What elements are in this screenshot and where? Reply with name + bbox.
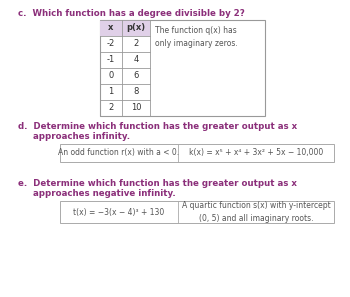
Bar xyxy=(60,144,334,162)
Text: approaches infinity.: approaches infinity. xyxy=(18,132,130,141)
Text: d.  Determine which function has the greater output as x: d. Determine which function has the grea… xyxy=(18,122,297,131)
Text: 1: 1 xyxy=(108,88,114,97)
Text: 6: 6 xyxy=(133,72,139,80)
Text: -1: -1 xyxy=(107,56,115,64)
Bar xyxy=(100,20,150,36)
Text: 8: 8 xyxy=(133,88,139,97)
Text: t(x) = −3(x − 4)³ + 130: t(x) = −3(x − 4)³ + 130 xyxy=(74,208,164,217)
Text: 2: 2 xyxy=(108,103,114,113)
Text: 2: 2 xyxy=(133,40,139,48)
Text: c.  Which function has a degree divisible by 2?: c. Which function has a degree divisible… xyxy=(18,9,245,18)
Bar xyxy=(60,201,334,223)
Text: -2: -2 xyxy=(107,40,115,48)
Text: 0: 0 xyxy=(108,72,114,80)
Text: x: x xyxy=(108,23,114,32)
Text: A quartic function s(x) with y-intercept
(0, 5) and all imaginary roots.: A quartic function s(x) with y-intercept… xyxy=(182,201,330,223)
Bar xyxy=(100,20,265,116)
Text: An odd function r(x) with a < 0.: An odd function r(x) with a < 0. xyxy=(58,148,180,157)
Text: 4: 4 xyxy=(133,56,139,64)
Text: approaches negative infinity.: approaches negative infinity. xyxy=(18,189,176,198)
Text: The function q(x) has
only imaginary zeros.: The function q(x) has only imaginary zer… xyxy=(155,26,238,48)
Text: e.  Determine which function has the greater output as x: e. Determine which function has the grea… xyxy=(18,179,297,188)
Text: p(x): p(x) xyxy=(126,23,146,32)
Text: k(x) = x⁵ + x⁴ + 3x² + 5x − 10,000: k(x) = x⁵ + x⁴ + 3x² + 5x − 10,000 xyxy=(189,148,323,157)
Text: 10: 10 xyxy=(131,103,141,113)
